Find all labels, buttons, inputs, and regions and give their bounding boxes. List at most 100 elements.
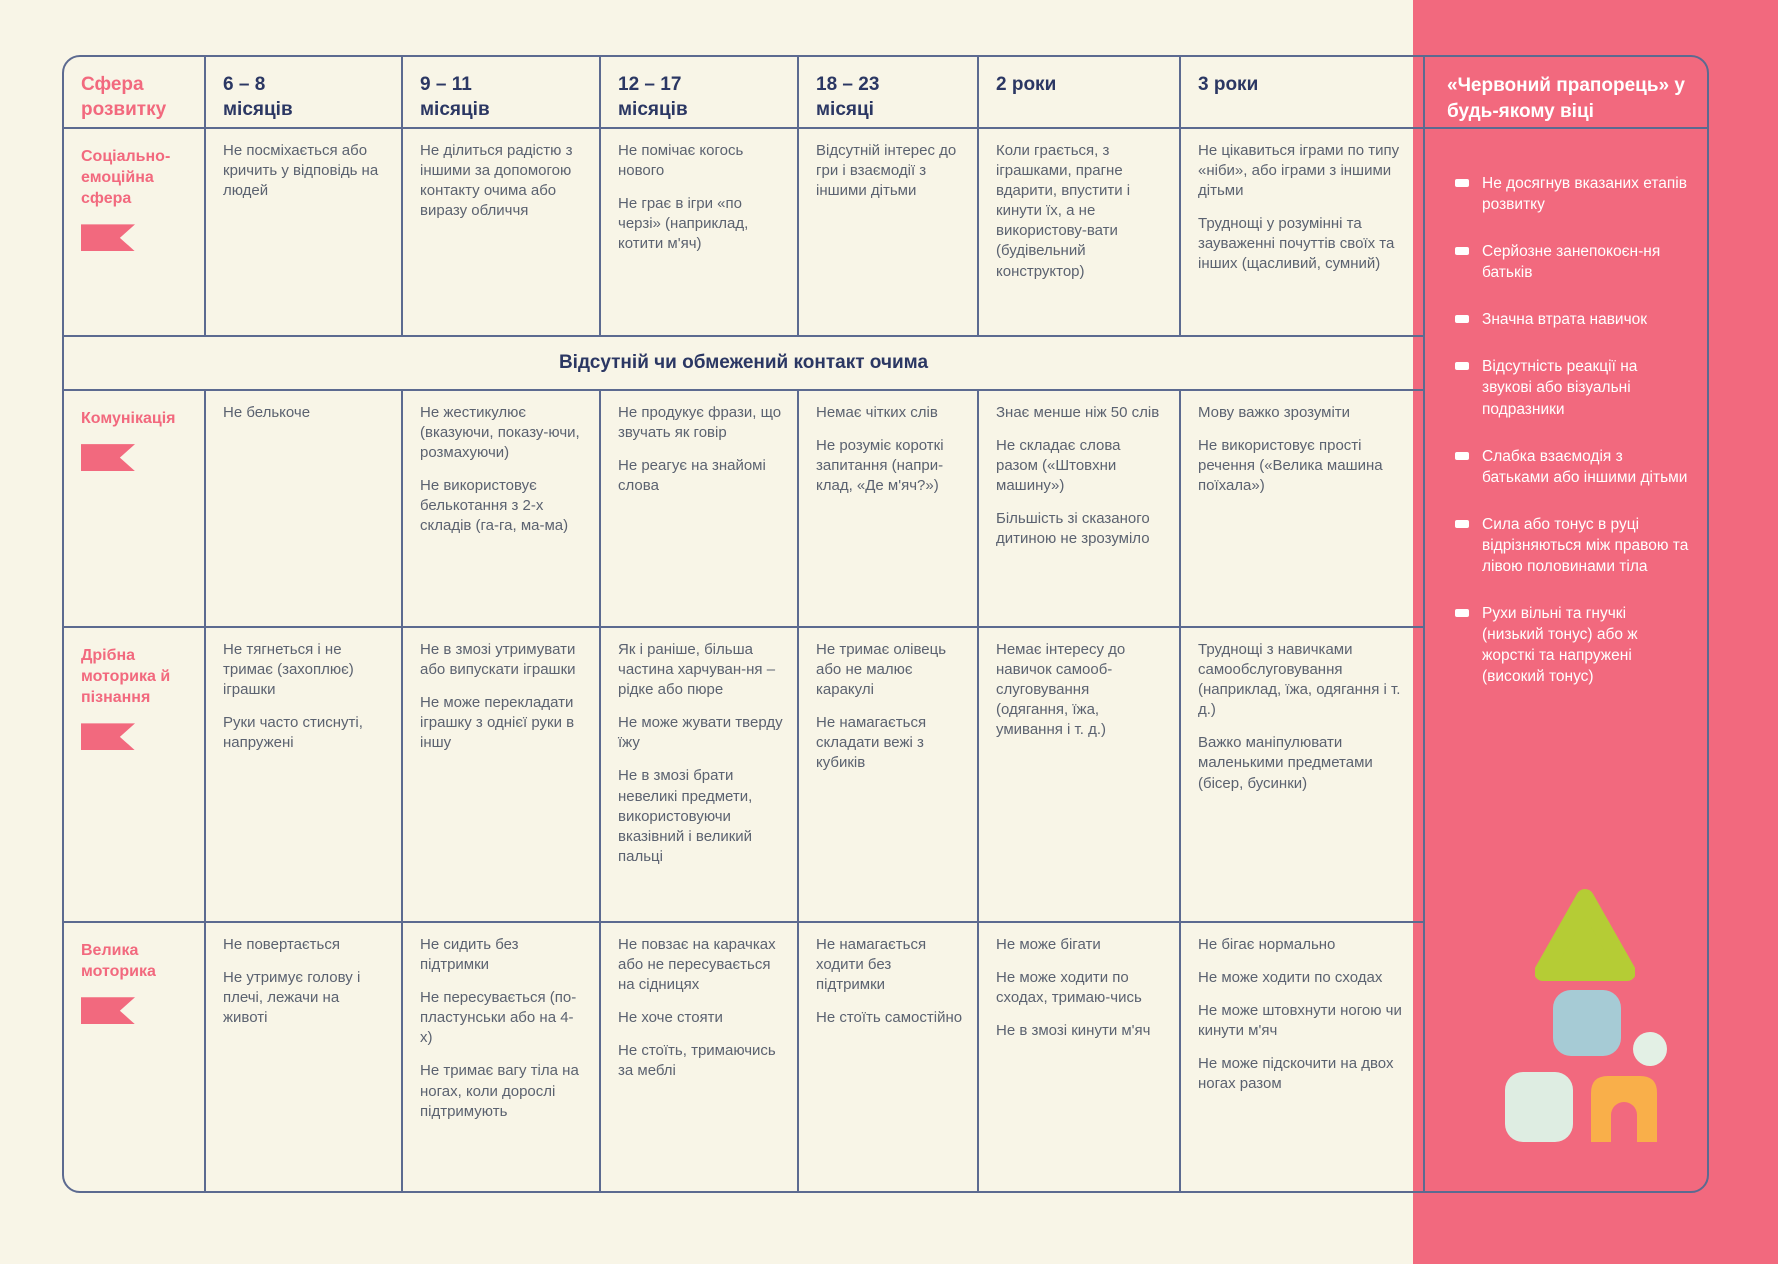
sidebar-item-text: Слабка взаємодія з батьками або іншими д… [1482,447,1688,486]
header-age-col: 3 роки [1181,57,1425,129]
table-cell: Не помічає когось нового Не грає в ігри «… [601,129,799,337]
sidebar-item: Відсутність реакції на звукові або візуа… [1455,356,1689,419]
header-age-col: 6 – 8 місяців [206,57,403,129]
circle-block-icon [1633,1032,1667,1066]
row-label-4: Велика моторика [64,923,206,1191]
cell-paragraph: Не повертається [223,936,340,953]
table-cell: Не повзає на карачках або не пересуваєть… [601,923,799,1191]
header-area-label: Сфера розвитку [64,57,206,129]
cell-paragraph: Не пересувається (по-пластунськи або на … [420,989,577,1047]
cell-paragraph: Відсутній інтерес до гри і взаємодії з і… [816,142,957,200]
bullet-icon [1455,315,1469,324]
cell-paragraph: Не може ходити по сходах [1198,969,1383,987]
cell-paragraph: Не може штовхнути ногою чи кинути м'яч [1198,1002,1402,1040]
cell-paragraph: Не продукує фрази, що звучать як говір [618,404,782,442]
row-label-1: Соціально-емоційна сфера [64,129,206,337]
header-age-col: 2 роки [979,57,1181,129]
cell-paragraph: Не реагує на знайомі слова [618,457,766,495]
table-cell: Мову важко зрозуміти Не використовує прос… [1181,391,1425,628]
table-cell: Не тримає олівець або не малює каракулі Н… [799,628,979,923]
sidebar-item: Значна втрата навичок [1455,309,1689,330]
cell-paragraph: Не цікавиться іграми по типу «ніби», або… [1198,142,1400,200]
table-cell: Не белькоче [206,391,403,628]
table-cell: Коли грається, з іграшками, прагне вдари… [979,129,1181,337]
cell-paragraph: Не складає слова разом («Штовхни машину»… [996,437,1121,495]
bullet-icon [1455,179,1469,187]
cell-paragraph: Не бігає нормально [1198,936,1336,953]
table-cell: Труднощі з навичками самообслуговування … [1181,628,1425,923]
cell-paragraph: Важко маніпулювати маленькими предметами… [1198,734,1373,792]
sidebar-item-text: Відсутність реакції на звукові або візуа… [1482,358,1638,418]
table-cell: Як і раніше, більша частина харчуван-ня … [601,628,799,923]
age-range-text: 9 – 11 [420,74,472,95]
sidebar-item-text: Серйозне занепокоєн-ня батьків [1482,243,1661,282]
table-cell: Не сидить без підтримки Не пересувається … [403,923,601,1191]
cell-paragraph: Не може підскочити на двох ногах разом [1198,1055,1394,1093]
flag-icon [81,224,135,252]
cell-paragraph: Не намагається складати вежі з кубиків [816,714,927,772]
table-cell: Знає менше ніж 50 слів Не складає слова р… [979,391,1181,628]
cell-paragraph: Не хоче стояти [618,1009,723,1027]
header-age-col: 12 – 17 місяців [601,57,799,129]
eye-contact-note-row: Відсутній чи обмежений контакт очима [64,337,1425,391]
sidebar-item: Слабка взаємодія з батьками або іншими д… [1455,446,1689,488]
age-range-text: 2 роки [996,74,1057,95]
milestones-table: Сфера розвитку 6 – 8 місяців 9 – 11 місяців 1… [62,55,1709,1193]
table-cell: Не намагається ходити без підтримки Не ст… [799,923,979,1191]
age-unit-text: місяці [816,99,874,121]
cell-paragraph: Більшість зі сказаного дитиною не зрозум… [996,510,1150,548]
cell-paragraph: Коли грається, з іграшками, прагне вдари… [996,142,1131,280]
square-block-icon [1553,990,1621,1056]
cell-paragraph: Не використовує прості речення («Велика … [1198,437,1383,495]
flag-icon [81,723,135,751]
cell-paragraph: Не може бігати [996,936,1101,953]
cell-paragraph: Не стоїть самостійно [816,1009,963,1027]
header-age-col: 9 – 11 місяців [403,57,601,129]
cell-paragraph: Не тягнеться і не тримає (захоплює) ігра… [223,641,354,699]
cell-paragraph: Не ділиться радістю з іншими за допомого… [420,142,573,220]
building-blocks-illustration [1505,886,1680,1151]
table-cell: Немає інтересу до навичок самооб-слугову… [979,628,1181,923]
row-label-3: Дрібна моторика й пізнання [64,628,206,923]
sidebar-list: Не досягнув вказаних етапів розвитку Серй… [1425,129,1707,1191]
cell-paragraph: Не грає в ігри «по черзі» (наприклад, ко… [618,195,749,253]
cell-paragraph: Труднощі у розумінні та зауваженні почут… [1198,215,1395,273]
table-cell: Не посміхається або кричить у відповідь … [206,129,403,337]
table-cell: Не тягнеться і не тримає (захоплює) ігра… [206,628,403,923]
table-cell: Відсутній інтерес до гри і взаємодії з і… [799,129,979,337]
age-unit-text: місяців [223,99,293,121]
cell-paragraph: Немає чітких слів [816,404,938,421]
cell-paragraph: Не може ходити по сходах, тримаю-чись [996,969,1142,1007]
cell-paragraph: Не тримає олівець або не малює каракулі [816,641,947,699]
sidebar-item-text: Не досягнув вказаних етапів розвитку [1482,175,1687,214]
age-unit-text: місяців [618,99,688,121]
cell-paragraph: Не сидить без підтримки [420,936,519,974]
sidebar-item: Сила або тонус в руці відрізняються між … [1455,514,1689,577]
cell-paragraph: Не в змозі утримувати або випускати ігра… [420,641,576,679]
table-cell: Не бігає нормально Не може ходити по сход… [1181,923,1425,1191]
bullet-icon [1455,519,1469,528]
cell-paragraph: Немає інтересу до навичок самооб-слугову… [996,641,1126,739]
table-cell: Немає чітких слів Не розуміє короткі запи… [799,391,979,628]
cell-paragraph: Не утримує голову і плечі, лежачи на жив… [223,969,361,1027]
table-cell: Не цікавиться іграми по типу «ніби», або… [1181,129,1425,337]
cell-paragraph: Не посміхається або кричить у відповідь … [223,142,379,200]
cell-paragraph: Не стоїть, тримаючись за меблі [618,1042,776,1080]
row-label-2: Комунікація [64,391,206,628]
cell-paragraph: Не повзає на карачках або не пересуваєть… [618,936,776,994]
table-cell: Не може бігати Не може ходити по сходах, … [979,923,1181,1191]
sidebar-item: Рухи вільні та гнучкі (низький тонус) аб… [1455,603,1689,687]
cell-paragraph: Мову важко зрозуміти [1198,404,1351,421]
row-label-text: Комунікація [81,410,176,427]
sidebar-item-text: Сила або тонус в руці відрізняються між … [1482,515,1689,575]
cell-paragraph: Не намагається ходити без підтримки [816,936,927,994]
bullet-icon [1455,362,1469,371]
age-range-text: 6 – 8 [223,74,266,95]
cell-paragraph: Не помічає когось нового [618,142,744,180]
sidebar-item: Серйозне занепокоєн-ня батьків [1455,241,1689,283]
arch-block-icon [1591,1076,1657,1142]
cell-paragraph: Знає менше ніж 50 слів [996,404,1160,421]
bullet-icon [1455,609,1469,618]
flag-icon [81,997,135,1025]
